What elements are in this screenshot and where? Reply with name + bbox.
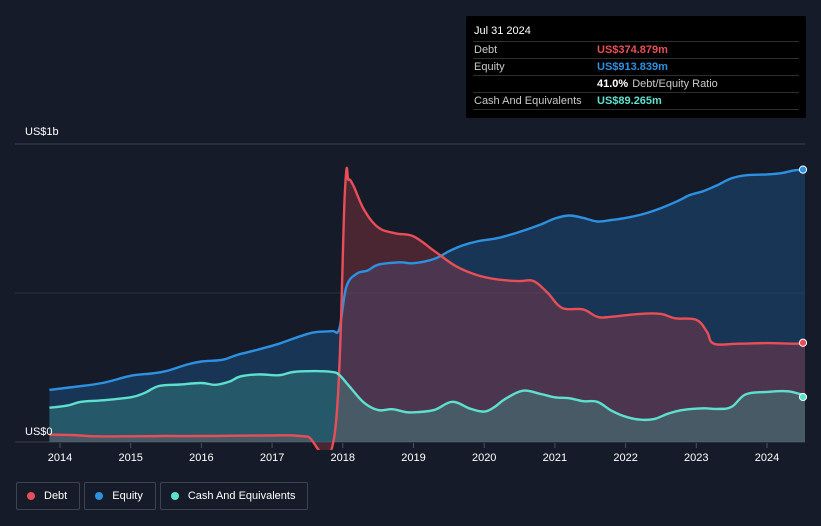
x-tick-label: 2020 xyxy=(472,452,496,464)
legend-equity-label: Equity xyxy=(112,490,143,502)
tooltip-equity-value: US$913.839m xyxy=(597,61,668,73)
x-tick-label: 2015 xyxy=(118,452,142,464)
legend: Debt Equity Cash And Equivalents xyxy=(16,482,309,510)
x-tick-label: 2021 xyxy=(543,452,567,464)
debt-area xyxy=(49,167,805,450)
legend-debt-toggle[interactable]: Debt xyxy=(16,482,81,510)
equity-dot-icon xyxy=(95,492,104,500)
tooltip-cash-value: US$89.265m xyxy=(597,95,662,107)
x-axis: 2014 2015 2016 2017 2018 2019 2020 2021 2022 2023… xyxy=(48,443,779,464)
tooltip-row-ratio: 41.0% Debt/Equity Ratio xyxy=(473,75,799,92)
debt-end-marker xyxy=(798,338,808,347)
x-tick-label: 2024 xyxy=(755,452,779,464)
cash-line xyxy=(49,369,805,422)
tooltip-row-cash: Cash And Equivalents US$89.265m xyxy=(473,92,799,110)
debt-line xyxy=(49,166,805,450)
tooltip-equity-label: Equity xyxy=(474,61,505,73)
marker-layer xyxy=(798,165,808,402)
cash-area xyxy=(49,371,805,442)
tooltip-ratio-value: 41.0% xyxy=(597,78,629,90)
y-axis-top-label: US$1b xyxy=(25,126,59,138)
debt-dot-icon xyxy=(27,492,35,500)
x-tick-label: 2022 xyxy=(613,452,637,464)
x-tick-label: 2018 xyxy=(331,452,355,464)
legend-cash-label: Cash And Equivalents xyxy=(187,490,296,502)
x-tick-label: 2016 xyxy=(189,452,213,464)
cash-dot-icon xyxy=(170,492,179,500)
x-tick-label: 2017 xyxy=(260,452,284,464)
area-layer xyxy=(49,167,805,450)
x-tick-label: 2014 xyxy=(48,452,72,464)
tooltip-debt-label: Debt xyxy=(474,44,498,56)
tooltip-debt-value: US$374.879m xyxy=(597,44,668,56)
line-layer xyxy=(49,166,805,450)
equity-area xyxy=(49,169,805,442)
tooltip-row-equity: Equity US$913.839m xyxy=(473,58,799,75)
legend-cash-toggle[interactable]: Cash And Equivalents xyxy=(159,482,309,510)
tooltip-date: Jul 31 2024 xyxy=(474,25,531,37)
equity-end-marker xyxy=(798,165,808,174)
tooltip-cash-label: Cash And Equivalents xyxy=(474,95,582,107)
legend-debt-label: Debt xyxy=(44,490,68,502)
cash-end-marker xyxy=(798,392,808,402)
x-tick-label: 2019 xyxy=(401,452,425,464)
legend-equity-toggle[interactable]: Equity xyxy=(84,482,156,510)
x-tick-label: 2023 xyxy=(684,452,708,464)
tooltip-panel: Jul 31 2024 Debt US$374.879m Equity US$9… xyxy=(466,16,806,118)
y-axis-bottom-label: US$0 xyxy=(25,426,53,438)
tooltip-row-debt: Debt US$374.879m xyxy=(473,41,799,58)
equity-line xyxy=(49,168,805,392)
tooltip-ratio-label: Debt/Equity Ratio xyxy=(632,78,718,90)
